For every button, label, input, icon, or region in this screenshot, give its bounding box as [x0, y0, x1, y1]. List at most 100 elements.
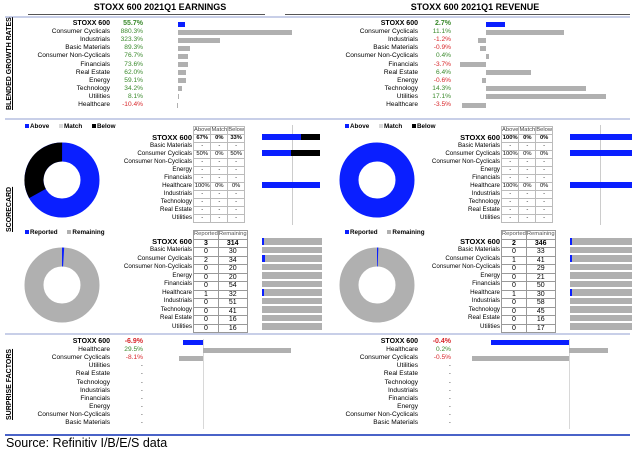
above-cell: 100% [192, 182, 212, 191]
reported-row-label: Healthcare [162, 288, 192, 296]
reported-row: 3 314 [193, 238, 248, 248]
growth-row-label: Basic Materials [65, 44, 110, 52]
surprise-row-label: Industrials [387, 386, 418, 394]
legend-match: Match [59, 123, 82, 130]
scorecard-axis [600, 125, 601, 225]
growth-row-label: STOXX 600 [380, 20, 418, 27]
reported-cell: 0 [501, 281, 527, 291]
reported-cell: 0 [501, 298, 527, 308]
above-bar [570, 182, 632, 189]
remaining-cell: 32 [217, 289, 248, 299]
below-cell: 50% [227, 150, 246, 159]
growth-row-value: 2.7% [435, 20, 451, 27]
above-cell: - [500, 174, 520, 183]
below-cell: - [227, 174, 246, 183]
remaining-bar [570, 238, 632, 245]
scorecard-row: - - - [192, 158, 246, 167]
reported-row-label: Basic Materials [150, 246, 192, 254]
reported-row: 0 45 [501, 306, 556, 316]
surprise-row-label: Utilities [396, 362, 418, 370]
growth-row-value: 17.1% [432, 92, 451, 100]
growth-bar [178, 70, 187, 76]
surprise-row-label: Consumer Non-Cyclicals [37, 410, 110, 418]
growth-row-label: Consumer Non-Cyclicals [37, 52, 110, 60]
remaining-cell: 16 [525, 315, 556, 325]
scorecard-row-label: Utilities [172, 214, 192, 222]
growth-bar [178, 45, 190, 51]
match-cell: - [210, 214, 229, 223]
revenue-reported-legend: Reported Remaining [345, 229, 433, 236]
revenue-growth-chart: STOXX 600 2.7% Consumer Cyclicals 11.1% Indu… [320, 19, 640, 111]
surprise-row-label: STOXX 600 [380, 338, 418, 345]
below-cell: - [535, 214, 554, 223]
reported-row-label: Industrials [471, 297, 500, 305]
surprise-row-value: - [448, 370, 451, 378]
below-cell: 0% [535, 134, 554, 143]
surprise-row-value: -8.1% [125, 354, 143, 362]
earnings-scorecard-legend: Above Match Below [25, 123, 124, 130]
scorecard-row: - - - [500, 174, 554, 183]
remaining-bar [262, 297, 322, 304]
growth-row-value: -10.4% [122, 101, 143, 108]
growth-row-label: Financials [388, 60, 418, 68]
above-cell: 100% [500, 134, 520, 143]
growth-bar [178, 53, 188, 59]
scorecard-row-label: Consumer Non-Cyclicals [431, 157, 500, 165]
legend-above: Above [345, 123, 369, 130]
reported-row-label: Real Estate [468, 314, 500, 322]
surprise-row-label: Technology [384, 378, 418, 386]
surprise-bar [471, 355, 569, 361]
scorecard-row-label: Consumer Cyclicals [137, 149, 192, 157]
scorecard-row: - - - [500, 214, 554, 223]
remaining-bar [262, 306, 322, 313]
reported-row: 0 16 [193, 323, 248, 333]
growth-bar [461, 102, 486, 108]
below-cell: - [227, 206, 246, 215]
reported-bar [570, 289, 572, 296]
scorecard-row-label: Healthcare [162, 182, 192, 189]
growth-bar [460, 62, 486, 67]
below-cell: 0% [227, 182, 246, 191]
reported-row: 0 21 [501, 272, 556, 282]
surprise-row-value: - [140, 378, 143, 386]
growth-row-label: Basic Materials [373, 44, 418, 52]
revenue-title-underline [285, 14, 630, 15]
surprise-bar [491, 339, 569, 345]
earnings-scorecard-donut [24, 142, 100, 218]
reported-cell: 0 [193, 272, 219, 282]
remaining-cell: 314 [217, 238, 248, 248]
scorecard-row: - - - [192, 166, 246, 175]
reported-header: Remaining [217, 230, 248, 240]
below-cell: 0% [535, 182, 554, 191]
growth-row-value: 34.2% [124, 84, 143, 92]
remaining-cell: 34 [217, 255, 248, 265]
above-cell: 50% [192, 150, 212, 159]
surprise-row-label: Utilities [88, 362, 110, 370]
reported-row: 0 33 [501, 247, 556, 257]
match-cell: - [518, 206, 537, 215]
growth-row-label: Real Estate [75, 68, 110, 76]
growth-bar [178, 86, 183, 92]
growth-row-label: Energy [397, 76, 418, 84]
above-cell: - [192, 206, 212, 215]
reported-row: 0 16 [501, 315, 556, 325]
growth-row-label: Industrials [79, 36, 110, 44]
reported-row: 0 54 [193, 281, 248, 291]
growth-row-value: 59.1% [124, 76, 143, 84]
growth-row-value: -1.2% [433, 36, 451, 44]
reported-row-label: Financials [472, 280, 500, 288]
scorecard-table: Above Match Below 100% 0% 0% - - - 100% 0%… [500, 126, 554, 223]
scorecard-row-label: Industrials [163, 190, 192, 198]
growth-row-value: -0.9% [433, 44, 451, 52]
remaining-cell: 50 [525, 281, 556, 291]
above-cell: - [192, 198, 212, 207]
scorecard-row-label: Consumer Cyclicals [445, 149, 500, 157]
remaining-cell: 30 [525, 289, 556, 299]
above-cell: - [192, 190, 212, 199]
scorecard-table: Above Match Below 67% 0% 33% - - - 50% 0% … [192, 126, 246, 223]
match-cell: - [518, 142, 537, 151]
revenue-scorecard-legend: Above Match Below [345, 123, 444, 130]
growth-bar [176, 102, 178, 108]
match-cell: - [210, 174, 229, 183]
growth-row-label: Utilities [88, 92, 110, 100]
